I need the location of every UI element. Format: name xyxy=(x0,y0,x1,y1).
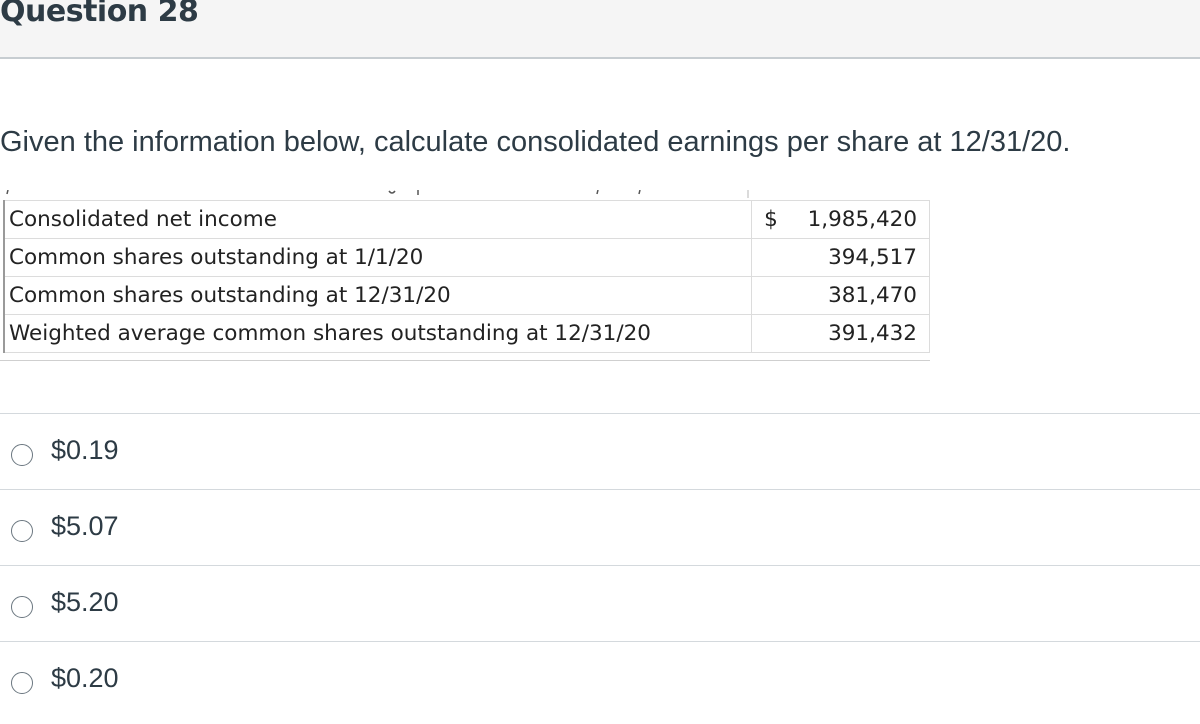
answer-label[interactable]: $0.19 xyxy=(51,435,119,465)
value-amount: 391,432 xyxy=(828,321,917,346)
table-row: Common shares outstanding at 1/1/20 394,… xyxy=(3,238,930,277)
answer-label[interactable]: $5.20 xyxy=(51,587,119,617)
radio-button[interactable] xyxy=(11,596,33,618)
value-amount: 1,985,420 xyxy=(807,207,917,232)
data-table-image: Consolidated net income $1,985,420 Commo… xyxy=(0,190,930,366)
answer-option[interactable]: $5.20 xyxy=(0,565,1200,641)
financial-table: Consolidated net income $1,985,420 Commo… xyxy=(3,200,930,353)
answer-option[interactable]: $5.07 xyxy=(0,489,1200,565)
table-bottom-edge xyxy=(0,360,930,365)
table-row: Consolidated net income $1,985,420 xyxy=(3,200,930,239)
table-row: Weighted average common shares outstandi… xyxy=(3,314,930,353)
radio-button[interactable] xyxy=(11,444,33,466)
row-label: Weighted average common shares outstandi… xyxy=(3,314,753,353)
radio-button[interactable] xyxy=(11,672,33,694)
value-amount: 381,470 xyxy=(828,283,917,308)
row-value: $1,985,420 xyxy=(751,200,930,239)
row-label: Common shares outstanding at 1/1/20 xyxy=(3,238,753,277)
radio-button[interactable] xyxy=(11,520,33,542)
currency-symbol: $ xyxy=(764,207,778,232)
answer-list: $0.19 $5.07 $5.20 $0.20 xyxy=(0,413,1200,717)
question-prompt: Given the information below, calculate c… xyxy=(0,126,1071,158)
answer-label[interactable]: $5.07 xyxy=(51,511,119,541)
question-title: Question 28 xyxy=(0,0,199,29)
row-value: 394,517 xyxy=(751,238,930,277)
answer-label[interactable]: $0.20 xyxy=(51,663,119,693)
answer-option[interactable]: $0.19 xyxy=(0,413,1200,489)
table-row: Common shares outstanding at 12/31/20 38… xyxy=(3,276,930,315)
row-value: 381,470 xyxy=(751,276,930,315)
row-label: Common shares outstanding at 12/31/20 xyxy=(3,276,753,315)
value-amount: 394,517 xyxy=(828,245,917,270)
row-value: 391,432 xyxy=(751,314,930,353)
answer-option[interactable]: $0.20 xyxy=(0,641,1200,717)
cropped-text-remnants xyxy=(6,190,749,198)
question-header: Question 28 xyxy=(0,0,1200,59)
row-label: Consolidated net income xyxy=(3,200,753,239)
